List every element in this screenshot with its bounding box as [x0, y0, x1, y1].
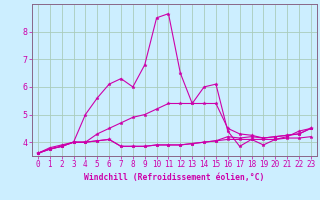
- X-axis label: Windchill (Refroidissement éolien,°C): Windchill (Refroidissement éolien,°C): [84, 173, 265, 182]
